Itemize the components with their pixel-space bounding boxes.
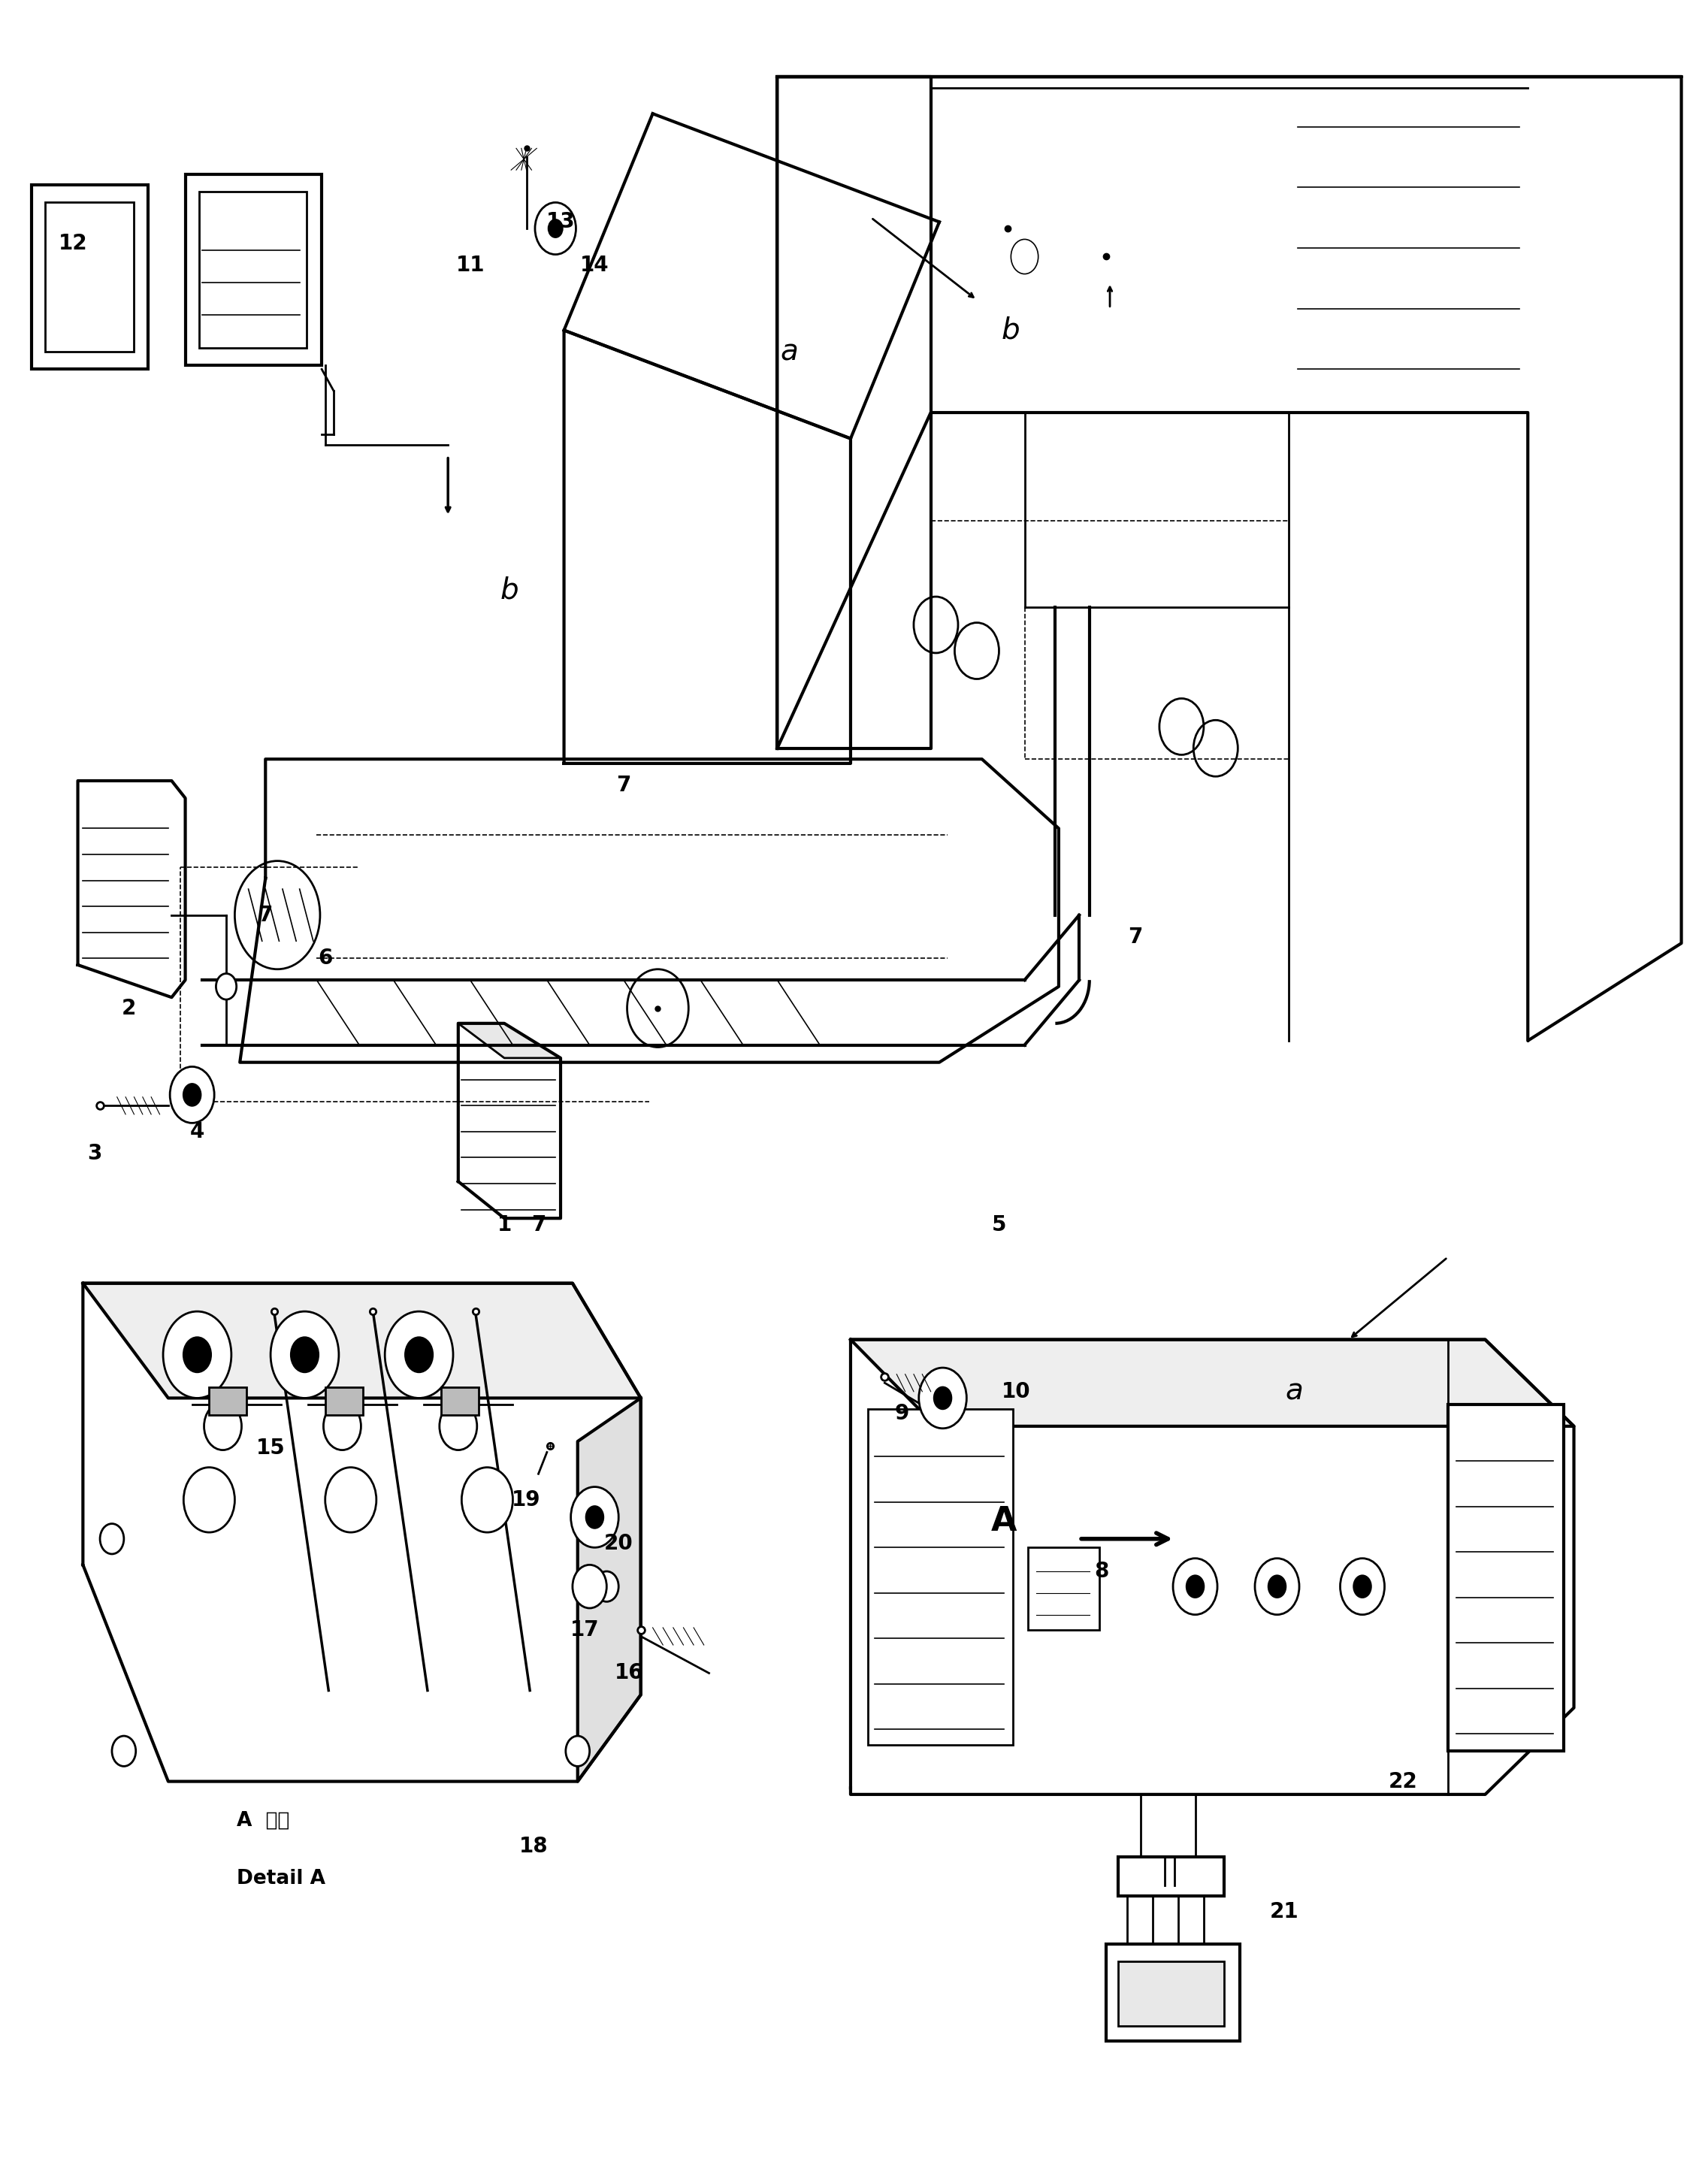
Text: 7: 7 bbox=[1129, 926, 1143, 947]
Text: 5: 5 bbox=[992, 1214, 1006, 1236]
Text: 17: 17 bbox=[570, 1619, 600, 1641]
Text: 3: 3 bbox=[87, 1143, 102, 1164]
Bar bbox=[184, 173, 321, 364]
Polygon shape bbox=[79, 780, 184, 997]
Text: 8: 8 bbox=[1095, 1561, 1108, 1583]
Polygon shape bbox=[851, 1340, 1573, 1795]
Circle shape bbox=[1255, 1559, 1300, 1615]
Bar bbox=[1119, 1858, 1225, 1897]
Circle shape bbox=[1354, 1576, 1372, 1598]
Text: 21: 21 bbox=[1269, 1901, 1298, 1921]
Bar bbox=[46, 202, 135, 351]
Text: 12: 12 bbox=[58, 234, 87, 254]
Text: 2: 2 bbox=[121, 997, 137, 1019]
Text: Detail A: Detail A bbox=[236, 1869, 325, 1888]
Bar bbox=[198, 191, 306, 347]
Text: A: A bbox=[991, 1505, 1016, 1537]
Circle shape bbox=[594, 1572, 618, 1602]
Text: a: a bbox=[781, 338, 798, 366]
Circle shape bbox=[101, 1524, 125, 1554]
Text: 13: 13 bbox=[547, 212, 576, 232]
Bar bbox=[208, 1388, 246, 1416]
Bar bbox=[1107, 1945, 1240, 2042]
Circle shape bbox=[565, 1737, 589, 1767]
Circle shape bbox=[270, 1312, 338, 1398]
Text: b: b bbox=[1001, 317, 1020, 345]
Circle shape bbox=[169, 1067, 213, 1123]
Bar bbox=[1448, 1405, 1563, 1752]
Text: 22: 22 bbox=[1389, 1771, 1418, 1793]
Circle shape bbox=[570, 1487, 618, 1548]
Circle shape bbox=[183, 1338, 210, 1372]
Circle shape bbox=[203, 1403, 241, 1450]
Circle shape bbox=[183, 1084, 200, 1106]
Circle shape bbox=[919, 1368, 967, 1429]
Circle shape bbox=[384, 1312, 453, 1398]
Text: b: b bbox=[500, 577, 519, 605]
Polygon shape bbox=[777, 76, 1681, 1041]
Polygon shape bbox=[577, 1398, 640, 1782]
Polygon shape bbox=[851, 1340, 1573, 1427]
Bar bbox=[868, 1409, 1013, 1745]
Circle shape bbox=[1269, 1576, 1286, 1598]
Circle shape bbox=[1341, 1559, 1385, 1615]
Text: 7: 7 bbox=[531, 1214, 545, 1236]
Text: 14: 14 bbox=[581, 256, 610, 275]
Bar bbox=[1028, 1548, 1100, 1630]
Bar bbox=[32, 184, 149, 369]
Text: 19: 19 bbox=[512, 1489, 541, 1511]
Bar bbox=[325, 1388, 362, 1416]
Circle shape bbox=[113, 1737, 137, 1767]
Text: 6: 6 bbox=[318, 947, 333, 969]
Circle shape bbox=[325, 1468, 376, 1533]
Text: 15: 15 bbox=[256, 1437, 285, 1459]
Text: 11: 11 bbox=[456, 256, 485, 275]
Circle shape bbox=[548, 219, 562, 236]
Bar bbox=[1119, 1962, 1225, 2027]
Text: 16: 16 bbox=[615, 1663, 644, 1685]
Circle shape bbox=[934, 1388, 951, 1409]
Circle shape bbox=[1173, 1559, 1218, 1615]
Text: 20: 20 bbox=[605, 1533, 634, 1554]
Circle shape bbox=[586, 1507, 603, 1528]
Text: 7: 7 bbox=[258, 904, 273, 926]
Circle shape bbox=[323, 1403, 360, 1450]
Polygon shape bbox=[239, 759, 1059, 1062]
Circle shape bbox=[290, 1338, 318, 1372]
Text: 18: 18 bbox=[519, 1836, 548, 1858]
Polygon shape bbox=[458, 1023, 560, 1218]
Text: 4: 4 bbox=[190, 1121, 205, 1143]
Circle shape bbox=[405, 1338, 432, 1372]
Polygon shape bbox=[564, 330, 851, 763]
Circle shape bbox=[461, 1468, 512, 1533]
Text: A  詳細: A 詳細 bbox=[236, 1810, 289, 1830]
Text: 9: 9 bbox=[895, 1403, 909, 1424]
Polygon shape bbox=[84, 1283, 640, 1398]
Text: 10: 10 bbox=[1001, 1381, 1030, 1403]
Polygon shape bbox=[458, 1023, 560, 1058]
Circle shape bbox=[535, 202, 576, 254]
Circle shape bbox=[572, 1565, 606, 1609]
Text: 1: 1 bbox=[497, 1214, 511, 1236]
Polygon shape bbox=[84, 1283, 640, 1782]
Polygon shape bbox=[777, 76, 931, 748]
Text: a: a bbox=[1284, 1377, 1303, 1405]
Circle shape bbox=[439, 1403, 477, 1450]
Bar bbox=[441, 1388, 478, 1416]
Circle shape bbox=[162, 1312, 231, 1398]
Text: 7: 7 bbox=[617, 774, 630, 796]
Circle shape bbox=[1187, 1576, 1204, 1598]
Circle shape bbox=[215, 973, 236, 999]
Circle shape bbox=[183, 1468, 234, 1533]
